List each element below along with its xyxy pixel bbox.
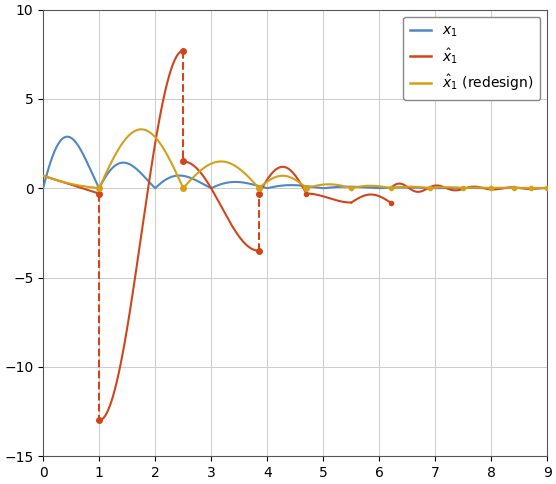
Legend: $x_1$, $\hat{x}_1$, $\hat{x}_1$ (redesign): $x_1$, $\hat{x}_1$, $\hat{x}_1$ (redesig… (403, 16, 540, 100)
